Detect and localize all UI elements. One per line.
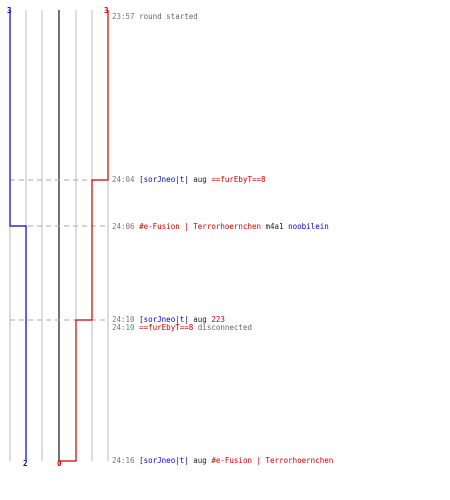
red-team-start-count: 3 — [104, 6, 109, 15]
event-text: ==furEbyT==8 — [139, 323, 194, 332]
event-text: 223 — [206, 315, 225, 324]
event-text: aug — [188, 456, 207, 465]
event-text: aug — [188, 315, 207, 324]
event-text: round started — [139, 12, 198, 21]
event-row: 24:04 [sorJneo|t| aug ==furEbyT==8 — [112, 175, 266, 184]
red-team-end-count: 0 — [57, 459, 62, 468]
blue-team-end-count: 2 — [23, 459, 28, 468]
event-time: 24:16 — [112, 456, 140, 465]
event-text: disconnected — [193, 323, 252, 332]
event-text: #e-Fusion | Terrorhoernchen — [139, 222, 262, 231]
event-row: 24:16 [sorJneo|t| aug #e-Fusion | Terror… — [112, 456, 333, 465]
event-row: 23:57 round started — [112, 12, 198, 21]
event-time: 24:04 — [112, 175, 140, 184]
blue-team-start-count: 3 — [7, 6, 12, 15]
event-text: #e-Fusion | Terrorhoernchen — [206, 456, 334, 465]
event-text: ==furEbyT==8 — [206, 175, 266, 184]
event-text: [sorJneo|t| — [139, 456, 189, 465]
event-text: [sorJneo|t| — [139, 175, 189, 184]
event-time: 24:10 — [112, 323, 140, 332]
event-time: 24:06 — [112, 222, 140, 231]
event-time: 23:57 — [112, 12, 140, 21]
event-row: 24:06 #e-Fusion | Terrorhoernchen m4a1 n… — [112, 222, 329, 231]
red-team-line — [59, 10, 109, 462]
blue-team-line — [9, 10, 27, 461]
event-text: aug — [188, 175, 207, 184]
event-row: 24:10 [sorJneo|t| aug 223 — [112, 315, 225, 324]
event-text: m4a1 — [261, 222, 284, 231]
event-time: 24:10 — [112, 315, 140, 324]
event-text: noobilein — [283, 222, 329, 231]
event-text: [sorJneo|t| — [139, 315, 189, 324]
event-row: 24:10 ==furEbyT==8 disconnected — [112, 323, 252, 332]
